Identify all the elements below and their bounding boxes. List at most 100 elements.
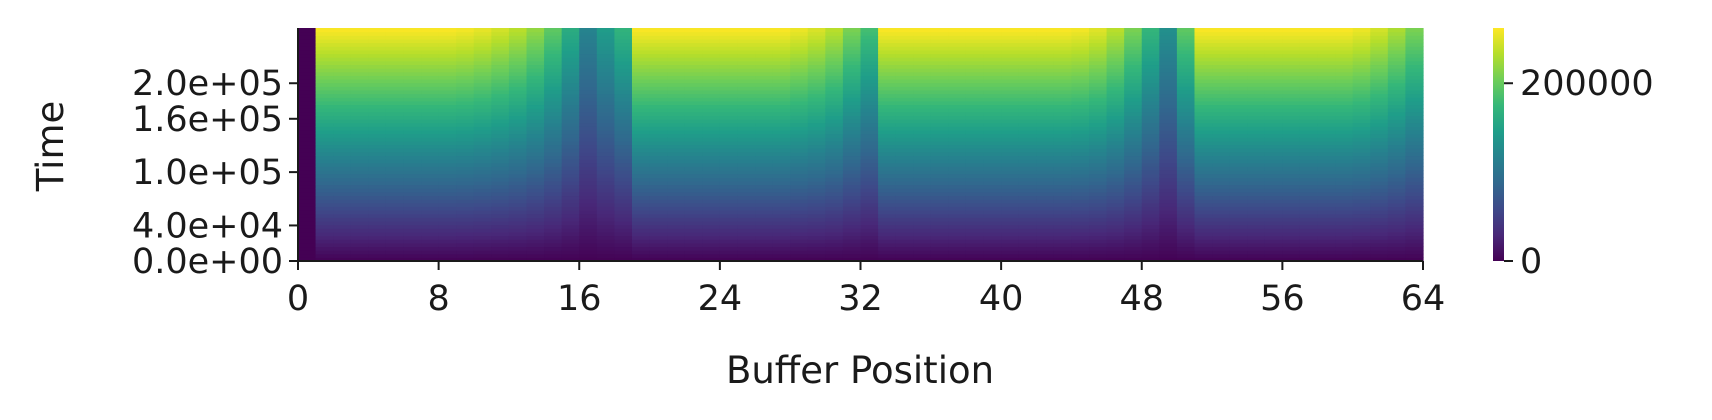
heatmap-cell <box>650 177 668 181</box>
heatmap-cell <box>316 221 334 225</box>
heatmap-cell <box>861 152 879 156</box>
heatmap-cell <box>825 104 843 108</box>
heatmap-cell <box>1194 221 1212 225</box>
heatmap-cell <box>1177 174 1195 178</box>
heatmap-cell <box>1001 90 1019 94</box>
heatmap-cell <box>720 130 738 134</box>
heatmap-cell <box>913 214 931 218</box>
heatmap-cell <box>1071 90 1089 94</box>
heatmap-cell <box>474 192 492 196</box>
heatmap-cell <box>562 57 580 61</box>
heatmap-cell <box>825 195 843 199</box>
heatmap-cell <box>1177 228 1195 232</box>
heatmap-cell <box>966 141 984 145</box>
heatmap-cell <box>527 206 545 210</box>
heatmap-cell <box>755 199 773 203</box>
heatmap-cell <box>298 152 316 156</box>
heatmap-cell <box>1089 206 1107 210</box>
heatmap-cell <box>562 163 580 167</box>
heatmap-cell <box>368 115 386 119</box>
heatmap-cell <box>685 57 703 61</box>
heatmap-cell <box>1370 28 1388 32</box>
heatmap-cell <box>737 214 755 218</box>
heatmap-cell <box>579 43 597 47</box>
heatmap-cell <box>1159 90 1177 94</box>
heatmap-cell <box>825 134 843 138</box>
heatmap-cell <box>913 43 931 47</box>
heatmap-cell <box>544 159 562 163</box>
heatmap-cell <box>825 86 843 90</box>
heatmap-cell <box>1054 108 1072 112</box>
heatmap-cell <box>737 181 755 185</box>
heatmap-cell <box>298 228 316 232</box>
heatmap-cell <box>1054 181 1072 185</box>
heatmap-cell <box>1019 32 1037 36</box>
heatmap-cell <box>843 195 861 199</box>
heatmap-cell <box>737 199 755 203</box>
heatmap-cell <box>614 28 632 32</box>
heatmap-cell <box>509 246 527 250</box>
heatmap-cell <box>597 28 615 32</box>
heatmap-cell <box>1265 177 1283 181</box>
heatmap-cell <box>1001 141 1019 145</box>
colorbar-tick-label: 200000 <box>1520 64 1654 104</box>
heatmap-cell <box>368 28 386 32</box>
heatmap-cell <box>773 57 791 61</box>
heatmap-cell <box>1089 254 1107 258</box>
heatmap-cell <box>1177 217 1195 221</box>
heatmap-cell <box>913 53 931 57</box>
heatmap-cell <box>1054 152 1072 156</box>
heatmap-cell <box>386 123 404 127</box>
heatmap-cell <box>491 137 509 141</box>
heatmap-cell <box>1107 134 1125 138</box>
heatmap-cell <box>316 155 334 159</box>
heatmap-cell <box>720 104 738 108</box>
heatmap-cell <box>632 152 650 156</box>
heatmap-cell <box>1142 115 1160 119</box>
heatmap-cell <box>1142 225 1160 229</box>
heatmap-cell <box>527 195 545 199</box>
heatmap-cell <box>931 94 949 98</box>
heatmap-cell <box>509 225 527 229</box>
heatmap-cell <box>1194 83 1212 87</box>
heatmap-cell <box>1300 163 1318 167</box>
heatmap-cell <box>790 225 808 229</box>
heatmap-cell <box>755 108 773 112</box>
heatmap-cell <box>474 185 492 189</box>
heatmap-cell <box>808 115 826 119</box>
heatmap-cell <box>948 250 966 254</box>
heatmap-cell <box>1212 43 1230 47</box>
heatmap-cell <box>614 75 632 79</box>
heatmap-cell <box>333 83 351 87</box>
heatmap-cell <box>298 159 316 163</box>
heatmap-cell <box>1318 148 1336 152</box>
heatmap-cell <box>562 206 580 210</box>
heatmap-cell <box>896 28 914 32</box>
heatmap-cell <box>1124 90 1142 94</box>
heatmap-cell <box>298 148 316 152</box>
heatmap-cell <box>1212 246 1230 250</box>
heatmap-cell <box>1159 145 1177 149</box>
heatmap-cell <box>861 155 879 159</box>
heatmap-cell <box>1318 206 1336 210</box>
heatmap-cell <box>403 61 421 65</box>
heatmap-cell <box>1370 123 1388 127</box>
heatmap-cell <box>1177 195 1195 199</box>
heatmap-cell <box>1107 94 1125 98</box>
heatmap-cell <box>456 75 474 79</box>
heatmap-cell <box>439 177 457 181</box>
heatmap-cell <box>1282 104 1300 108</box>
heatmap-cell <box>579 228 597 232</box>
heatmap-cell <box>597 137 615 141</box>
heatmap-cell <box>1318 94 1336 98</box>
heatmap-cell <box>966 181 984 185</box>
heatmap-cell <box>368 192 386 196</box>
heatmap-cell <box>614 148 632 152</box>
heatmap-cell <box>773 232 791 236</box>
heatmap-cell <box>421 46 439 50</box>
heatmap-cell <box>1036 134 1054 138</box>
heatmap-cell <box>1282 203 1300 207</box>
heatmap-cell <box>1405 104 1423 108</box>
heatmap-cell <box>861 35 879 39</box>
heatmap-cell <box>316 61 334 65</box>
